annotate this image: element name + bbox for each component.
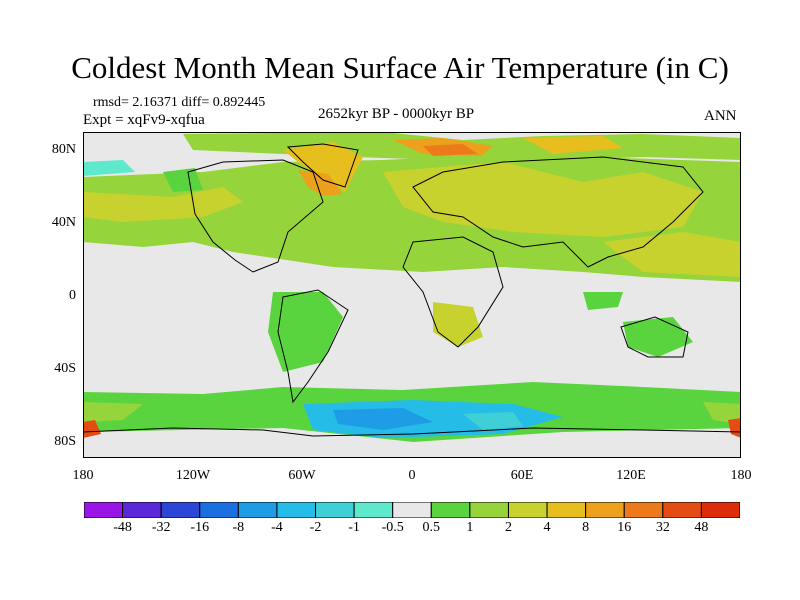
colorbar-label: 0.5 [422, 520, 441, 535]
colorbar-label: -4 [271, 520, 283, 535]
colorbar-label: -8 [232, 520, 245, 535]
season-label: ANN [704, 108, 737, 124]
colorbar-label: 1 [466, 520, 474, 535]
x-tick-label: 60W [288, 468, 316, 483]
colorbar-swatch [276, 502, 317, 518]
colorbar-label: -1 [348, 520, 360, 535]
colorbar-label: 32 [655, 520, 670, 535]
x-tick-label: 120E [616, 468, 646, 483]
colorbar-label: -0.5 [381, 520, 404, 535]
colorbar-label: 2 [504, 520, 512, 535]
colorbar-label: 8 [582, 520, 590, 535]
colorbar-swatch [199, 502, 239, 518]
colorbar-swatch [469, 502, 509, 518]
y-tick-label: 0 [69, 288, 76, 303]
colorbar-swatch [122, 502, 162, 518]
colorbar-swatch [623, 502, 664, 518]
colorbar-swatch [585, 502, 625, 518]
colorbar-swatch [160, 502, 201, 518]
x-tick-label: 120W [175, 468, 211, 483]
y-tick-label: 80N [51, 142, 76, 157]
colorbar-swatch [700, 502, 740, 518]
experiment-label: Expt = xqFv9-xqfua [83, 112, 205, 128]
x-tick-label: 180 [730, 468, 752, 483]
colorbar-label: 16 [617, 520, 632, 535]
y-tick-label: 40S [54, 361, 76, 376]
x-tick-label: 60E [510, 468, 534, 483]
colorbar [84, 502, 740, 518]
period-label: 2652kyr BP - 0000kyr BP [318, 106, 475, 122]
colorbar-label: -16 [190, 520, 210, 535]
colorbar-swatch [315, 502, 355, 518]
colorbar-swatch [237, 502, 278, 518]
colorbar-label: -32 [151, 520, 171, 535]
colorbar-label: -48 [113, 520, 132, 535]
colorbar-label: 48 [694, 520, 709, 535]
colorbar-swatch [84, 502, 124, 518]
y-tick-label: 40N [51, 215, 76, 230]
temperature-map [83, 132, 741, 458]
colorbar-swatch [662, 502, 702, 518]
colorbar-swatch [430, 502, 471, 518]
y-tick-label: 80S [54, 434, 76, 449]
colorbar-swatch [546, 502, 587, 518]
colorbar-swatch [392, 502, 432, 518]
stats-text: rmsd= 2.16371 diff= 0.892445 [93, 95, 266, 110]
plot-title: Coldest Month Mean Surface Air Temperatu… [71, 50, 729, 85]
x-tick-label: 0 [408, 468, 416, 483]
colorbar-swatch [507, 502, 548, 518]
colorbar-swatch [353, 502, 394, 518]
colorbar-label: 4 [543, 520, 551, 535]
x-tick-label: 180 [72, 468, 94, 483]
colorbar-label: -2 [309, 520, 322, 535]
